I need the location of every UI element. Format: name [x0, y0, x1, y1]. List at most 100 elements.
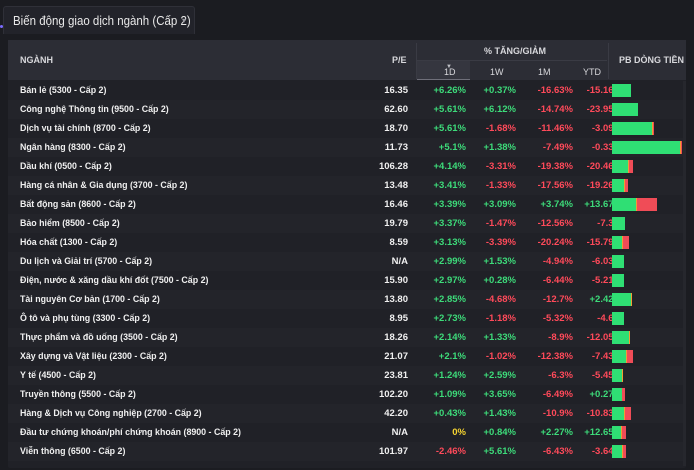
pe-value: 18.70: [384, 123, 408, 134]
pe-value: 23.81: [384, 370, 408, 381]
flow-orange-segment: [622, 236, 623, 249]
header-1m[interactable]: 1M: [538, 67, 551, 77]
pe-value: 11.73: [384, 142, 408, 153]
money-flow-bar: [612, 236, 629, 249]
money-flow-bar: [612, 179, 628, 192]
table-row[interactable]: Truyền thông (5500 - Cấp 2) 102.20 +1.09% +…: [8, 385, 686, 404]
flow-orange-segment: [622, 369, 623, 382]
money-flow-bar: [612, 274, 624, 287]
flow-orange-segment: [680, 141, 681, 154]
table-row[interactable]: Công nghệ Thông tin (9500 - Cấp 2) 62.60 +…: [8, 100, 686, 119]
money-flow-bar: [612, 407, 631, 420]
flow-red-segment: [622, 426, 626, 439]
flow-green-segment: [612, 103, 638, 116]
flow-green-segment: [612, 236, 622, 249]
change-1d: +3.39%: [433, 199, 467, 210]
flow-red-segment: [627, 350, 633, 363]
sector-name: Hàng cá nhân & Gia dụng (3700 - Cấp 2): [20, 180, 188, 191]
money-flow-bar: [612, 369, 623, 382]
divider: [608, 43, 609, 79]
header-1w[interactable]: 1W: [490, 67, 504, 77]
change-1d: +2.73%: [433, 313, 467, 324]
header-sector[interactable]: NGÀNH: [20, 55, 53, 65]
money-flow-bar: [612, 255, 624, 268]
change-1m: -12.7%: [542, 294, 573, 305]
change-1w: +1.38%: [483, 142, 517, 153]
table-row[interactable]: Tài nguyên Cơ bản (1700 - Cấp 2) 13.80 +2.…: [8, 290, 686, 309]
table-row[interactable]: Dịch vụ tài chính (8700 - Cấp 2) 18.70 +5.…: [8, 119, 686, 138]
pe-value: 102.20: [378, 389, 408, 400]
change-ytd: -7.43%: [591, 351, 622, 362]
change-1m: -19.38%: [537, 161, 573, 172]
tab-sector-trading[interactable]: Biến động giao dịch ngành (Cấp 2) ▾: [0, 6, 195, 34]
change-1w: -1.18%: [485, 313, 516, 324]
table-row[interactable]: Hàng & Dịch vụ Công nghiệp (2700 - Cấp 2…: [8, 404, 686, 423]
money-flow-bar: [612, 331, 630, 344]
change-1w: +0.37%: [483, 85, 517, 96]
change-1d: +2.14%: [433, 332, 467, 343]
money-flow-bar: [612, 445, 626, 458]
pe-value: 13.48: [384, 180, 408, 191]
change-1m: +2.27%: [540, 427, 574, 438]
change-1m: -4.94%: [542, 256, 573, 267]
change-1m: -7.49%: [542, 142, 573, 153]
change-1m: -6.3%: [548, 370, 573, 381]
flow-orange-segment: [624, 179, 625, 192]
header-pe[interactable]: P/E: [392, 55, 407, 65]
sector-name: Bất động sản (8600 - Cấp 2): [20, 199, 136, 210]
change-1w: -3.31%: [485, 161, 516, 172]
change-1w: -4.68%: [485, 294, 516, 305]
table-row[interactable]: Ngân hàng (8300 - Cấp 2) 11.73 +5.1% +1.38%…: [8, 138, 686, 157]
sector-name: Tài nguyên Cơ bản (1700 - Cấp 2): [20, 294, 160, 305]
sector-name: Hóa chất (1300 - Cấp 2): [20, 237, 118, 248]
sector-name: Truyền thông (5500 - Cấp 2): [20, 389, 136, 400]
table-row[interactable]: Bán lẻ (5300 - Cấp 2) 16.35 +6.26% +0.37% -1…: [8, 81, 686, 100]
change-ytd: -3.64%: [591, 446, 622, 457]
flow-orange-segment: [622, 445, 623, 458]
table-row[interactable]: Y tế (4500 - Cấp 2) 23.81 +1.24% +2.59% -6.3…: [8, 366, 686, 385]
flow-red-segment: [622, 388, 625, 401]
change-ytd: -15.79%: [586, 237, 622, 248]
header-flow[interactable]: PB DÒNG TIỀN: [619, 55, 685, 65]
change-ytd: +0.27%: [589, 389, 623, 400]
pe-value: N/A: [391, 256, 408, 267]
table-row[interactable]: Hóa chất (1300 - Cấp 2) 8.59 +3.13% -3.39% -…: [8, 233, 686, 252]
header-ytd[interactable]: YTD: [583, 67, 601, 77]
table-row[interactable]: Điện, nước & xăng dầu khí đốt (7500 - Cấ…: [8, 271, 686, 290]
flow-green-segment: [612, 312, 624, 325]
table-row[interactable]: Thực phẩm và đồ uống (3500 - Cấp 2) 18.26…: [8, 328, 686, 347]
change-1w: +1.53%: [483, 256, 517, 267]
table-row[interactable]: Du lịch và Giải trí (5700 - Cấp 2) N/A +2.…: [8, 252, 686, 271]
flow-green-segment: [612, 350, 626, 363]
table-row[interactable]: Ô tô và phụ tùng (3300 - Cấp 2) 8.95 +2.73…: [8, 309, 686, 328]
change-1w: -1.47%: [485, 218, 516, 229]
money-flow-bar: [612, 388, 625, 401]
table-row[interactable]: Bất động sản (8600 - Cấp 2) 16.46 +3.39% +3…: [8, 195, 686, 214]
table-row[interactable]: Viễn thông (6500 - Cấp 2) 101.97 -2.46% +5.…: [8, 442, 686, 461]
flow-orange-segment: [652, 122, 653, 135]
scrollbar[interactable]: [683, 81, 686, 466]
sector-table: NGÀNH P/E % TĂNG/GIẢM ▼ 1D 1W 1M YTD PB …: [8, 40, 686, 468]
table-row[interactable]: Bảo hiểm (8500 - Cấp 2) 19.79 +3.37% -1.47%…: [8, 214, 686, 233]
money-flow-bar: [612, 198, 657, 211]
caret-down-icon[interactable]: ▾: [182, 16, 187, 25]
change-ytd: -7.3%: [597, 218, 622, 229]
flow-green-segment: [612, 407, 624, 420]
pe-value: 42.20: [384, 408, 408, 419]
flow-green-segment: [612, 445, 622, 458]
table-row[interactable]: Dầu khí (0500 - Cấp 2) 106.28 +4.14% -3.31%…: [8, 157, 686, 176]
sector-name: Công nghệ Thông tin (9500 - Cấp 2): [20, 104, 169, 115]
change-1w: +5.61%: [483, 446, 517, 457]
table-header: NGÀNH P/E % TĂNG/GIẢM ▼ 1D 1W 1M YTD PB …: [8, 40, 686, 80]
sector-name: Thực phẩm và đồ uống (3500 - Cấp 2): [20, 332, 178, 343]
table-row[interactable]: Đầu tư chứng khoán/phí chứng khoán (8900…: [8, 423, 686, 442]
sort-down-icon[interactable]: ▼: [446, 64, 452, 70]
change-1w: +0.84%: [483, 427, 517, 438]
table-row[interactable]: Hàng cá nhân & Gia dụng (3700 - Cấp 2) 13…: [8, 176, 686, 195]
change-1d: +2.85%: [433, 294, 467, 305]
change-1w: -1.33%: [485, 180, 516, 191]
table-row[interactable]: Xây dựng và Vật liệu (2300 - Cấp 2) 21.07…: [8, 347, 686, 366]
money-flow-bar: [612, 293, 632, 306]
header-1d[interactable]: 1D: [444, 67, 456, 77]
flow-red-segment: [625, 407, 631, 420]
